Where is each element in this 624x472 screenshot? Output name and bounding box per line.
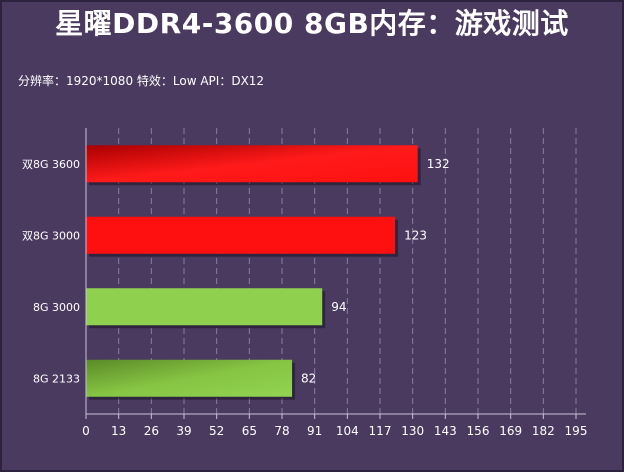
x-tick-label: 104 bbox=[336, 424, 359, 438]
x-tick-label: 91 bbox=[307, 424, 322, 438]
x-tick-label: 182 bbox=[532, 424, 555, 438]
gridlines bbox=[118, 128, 577, 414]
x-tick-label: 130 bbox=[401, 424, 424, 438]
bar bbox=[86, 359, 293, 397]
x-tick-label: 39 bbox=[176, 424, 191, 438]
bar bbox=[86, 145, 418, 183]
x-tick-label: 65 bbox=[242, 424, 257, 438]
x-tick-label: 117 bbox=[369, 424, 392, 438]
data-label: 82 bbox=[301, 371, 316, 385]
category-label: 双8G 3600 bbox=[22, 158, 80, 171]
bars-group: 132 123 94 82 bbox=[86, 145, 450, 400]
x-tick-label: 0 bbox=[82, 424, 90, 438]
axes-group: 0 13 26 39 52 65 78 91 104 117 130 143 156 169 182 195 双… bbox=[22, 128, 587, 438]
x-tick-label: 26 bbox=[144, 424, 159, 438]
x-tick-label: 78 bbox=[274, 424, 289, 438]
x-tick-label: 156 bbox=[467, 424, 490, 438]
bar bbox=[86, 288, 323, 326]
category-label: 8G 3000 bbox=[33, 301, 80, 314]
chart-subtitle: 分辨率：1920*1080 特效：Low API：DX12 bbox=[18, 74, 265, 88]
data-label: 123 bbox=[404, 228, 427, 242]
bar bbox=[86, 216, 396, 254]
category-label: 双8G 3000 bbox=[22, 229, 80, 242]
x-tick-label: 13 bbox=[111, 424, 126, 438]
chart-title: 星曜DDR4-3600 8GB内存：游戏测试 bbox=[55, 7, 569, 40]
category-label: 8G 2133 bbox=[33, 372, 80, 385]
x-tick-label: 52 bbox=[209, 424, 224, 438]
x-tick-label: 195 bbox=[565, 424, 588, 438]
x-tick-label: 143 bbox=[434, 424, 457, 438]
data-label: 94 bbox=[331, 300, 346, 314]
data-label: 132 bbox=[427, 157, 450, 171]
x-tick-label: 169 bbox=[499, 424, 522, 438]
